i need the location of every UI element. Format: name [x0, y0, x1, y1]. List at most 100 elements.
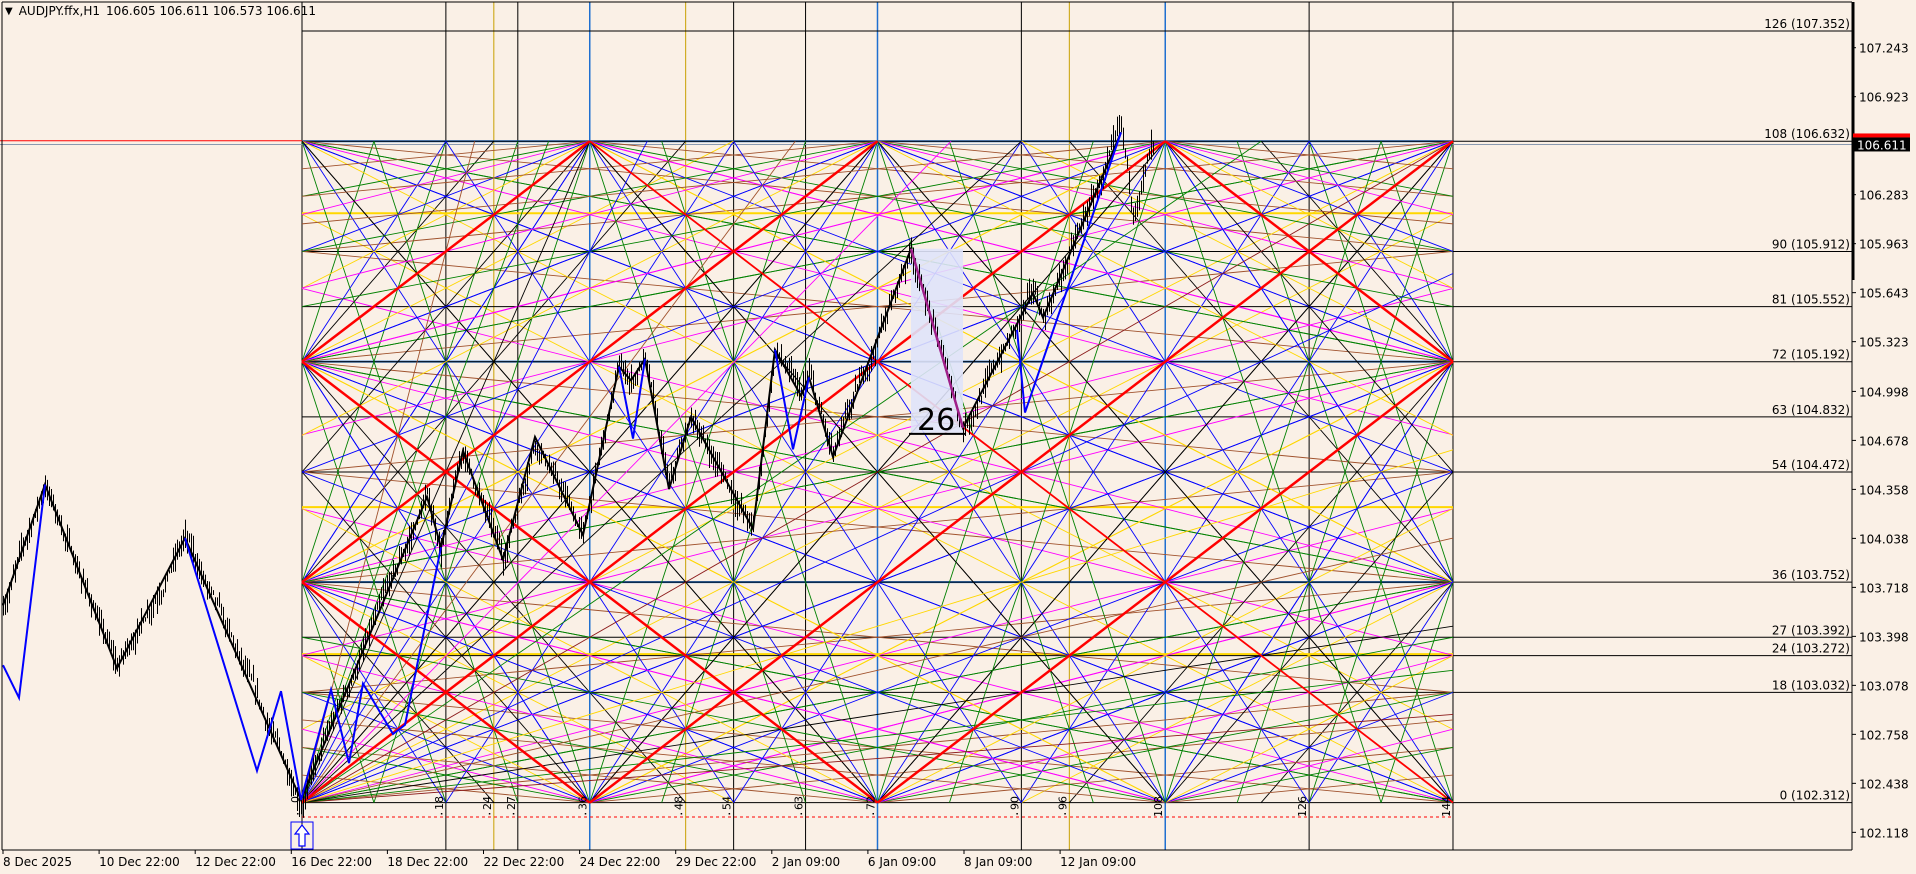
gann-fan-line: [301, 140, 878, 197]
gann-fan-line: [589, 141, 806, 803]
gann-level-label: 72 (105.192): [1772, 348, 1850, 362]
gann-fan-line: [301, 141, 519, 803]
start-marker-box: [290, 821, 314, 850]
gann-red-line: [589, 140, 1454, 804]
time-tick-label: 10 Dec 22:00: [99, 855, 180, 869]
time-mark-dot: [872, 813, 874, 815]
time-mark-label: 48: [673, 796, 686, 810]
zigzag-blue: [184, 537, 442, 801]
time-tick-label: 12 Dec 22:00: [195, 855, 276, 869]
gann-level-label: 108 (106.632): [1764, 127, 1850, 141]
time-mark-dot: [584, 813, 587, 815]
time-mark-label: 96: [1056, 796, 1069, 810]
time-mark-label: 0: [289, 796, 302, 803]
gann-level-label: 54 (104.472): [1772, 458, 1850, 472]
price-tick-label: 103.078: [1859, 679, 1909, 693]
triangle-down-icon[interactable]: ▼: [5, 5, 13, 17]
price-tick-label: 105.963: [1859, 238, 1909, 252]
time-mark-label: 24: [481, 796, 494, 810]
time-mark-label: 63: [793, 796, 806, 810]
zigzag-black: [2, 131, 1122, 803]
gann-red-line: [1164, 140, 1454, 363]
gann-fan-line: [1165, 655, 1454, 804]
zigzag-blue: [618, 358, 646, 439]
time-mark-dot: [1447, 813, 1450, 815]
gann-level-label: 0 (102.312): [1780, 789, 1850, 803]
gann-fan-line: [301, 140, 648, 803]
gann-red-lattice: [301, 140, 1454, 804]
gann-level-label: 18 (103.032): [1772, 678, 1850, 692]
gann-fan-line: [301, 719, 1166, 804]
time-mark-dot: [680, 813, 683, 815]
arrow-up-icon: [293, 824, 311, 847]
time-mark-dot: [488, 813, 491, 815]
time-tick-label: 8 Dec 2025: [3, 855, 72, 869]
gann-red-line: [301, 581, 591, 804]
gann-fan-line: [661, 141, 878, 803]
ohlc-values: 106.605 106.611 106.573 106.611: [106, 4, 316, 18]
gann-fan-line: [1164, 141, 1382, 803]
gann-red-line: [301, 140, 879, 584]
gann-level-label: 36 (103.752): [1772, 568, 1850, 582]
zigzag-lines: [2, 131, 1122, 803]
gann-fan-line: [877, 140, 1454, 197]
time-tick-label: 18 Dec 22:00: [387, 855, 468, 869]
time-tick-label: 24 Dec 22:00: [580, 855, 661, 869]
gann-fan-line: [301, 669, 1454, 804]
time-mark-dot: [512, 813, 515, 815]
gann-level-label: 24 (103.272): [1772, 642, 1850, 656]
gann-fan-line: [1165, 728, 1454, 804]
gann-level-label: 81 (105.552): [1772, 293, 1850, 307]
gann-fan-line: [1164, 471, 1454, 803]
gann-fan-line: [301, 140, 590, 289]
gann-fan-line: [301, 728, 590, 804]
price-tick-label: 105.643: [1859, 287, 1909, 301]
price-tick-label: 103.398: [1859, 630, 1909, 644]
gann-labels: 0 18 24 27 36 48 54 63 72 90 96 108 126 144 126 (107.3…: [289, 17, 1850, 817]
price-tick-label: 102.118: [1859, 826, 1909, 840]
time-mark-label: 90: [1008, 796, 1021, 810]
gann-fan-line: [301, 655, 878, 804]
time-tick-label: 2 Jan 09:00: [772, 855, 840, 869]
gann-fan-line: [301, 537, 1454, 804]
time-tick-label: 12 Jan 09:00: [1060, 855, 1136, 869]
gann-fan-line: [877, 140, 1454, 289]
gann-fan-line: [301, 471, 1454, 583]
price-tick-label: 104.358: [1859, 483, 1909, 497]
pattern-line: [909, 248, 965, 429]
price-tick-label: 107.243: [1859, 42, 1909, 56]
time-tick-label: 8 Jan 09:00: [964, 855, 1032, 869]
price-tick-label: 102.438: [1859, 777, 1909, 791]
gann-level-label: 90 (105.912): [1772, 237, 1850, 251]
gann-level-label: 63 (104.832): [1772, 403, 1850, 417]
time-mark-label: 54: [721, 796, 734, 810]
price-tick-label: 104.998: [1859, 385, 1909, 399]
gann-red-line: [301, 360, 879, 804]
pattern-label: 26: [917, 403, 955, 438]
time-tick-label: 29 Dec 22:00: [676, 855, 757, 869]
gann-fan-line: [877, 655, 1454, 804]
zigzag-blue: [2, 484, 46, 702]
chart-title: ▼ AUDJPY.ffx,H1 106.605 106.611 106.573 …: [5, 4, 316, 18]
gann-fan-line: [1165, 140, 1454, 197]
gann-fan-line: [301, 636, 1166, 804]
time-mark-dot: [1016, 813, 1018, 815]
gann-fan-line: [301, 140, 878, 289]
gann-fan-line: [1165, 140, 1454, 216]
gann-fan-line: [1165, 140, 1454, 170]
gann-fan-line: [877, 747, 1454, 804]
gann-fan-line: [301, 774, 590, 804]
gann-fan-line: [301, 140, 1166, 225]
gann-fan-line: [301, 140, 796, 803]
gann-fan-line: [301, 140, 1454, 803]
time-mark-label: 126: [1296, 796, 1309, 817]
price-tick-label: 104.678: [1859, 434, 1909, 448]
gann-fan-line: [301, 581, 375, 803]
time-mark-dot: [1064, 813, 1066, 815]
current-price-box: [1853, 137, 1910, 152]
time-mark-label: 144: [1440, 796, 1453, 817]
price-tick-label: 106.283: [1859, 189, 1909, 203]
gann-fan-line: [1164, 140, 1454, 583]
time-mark-label: 36: [577, 796, 590, 810]
